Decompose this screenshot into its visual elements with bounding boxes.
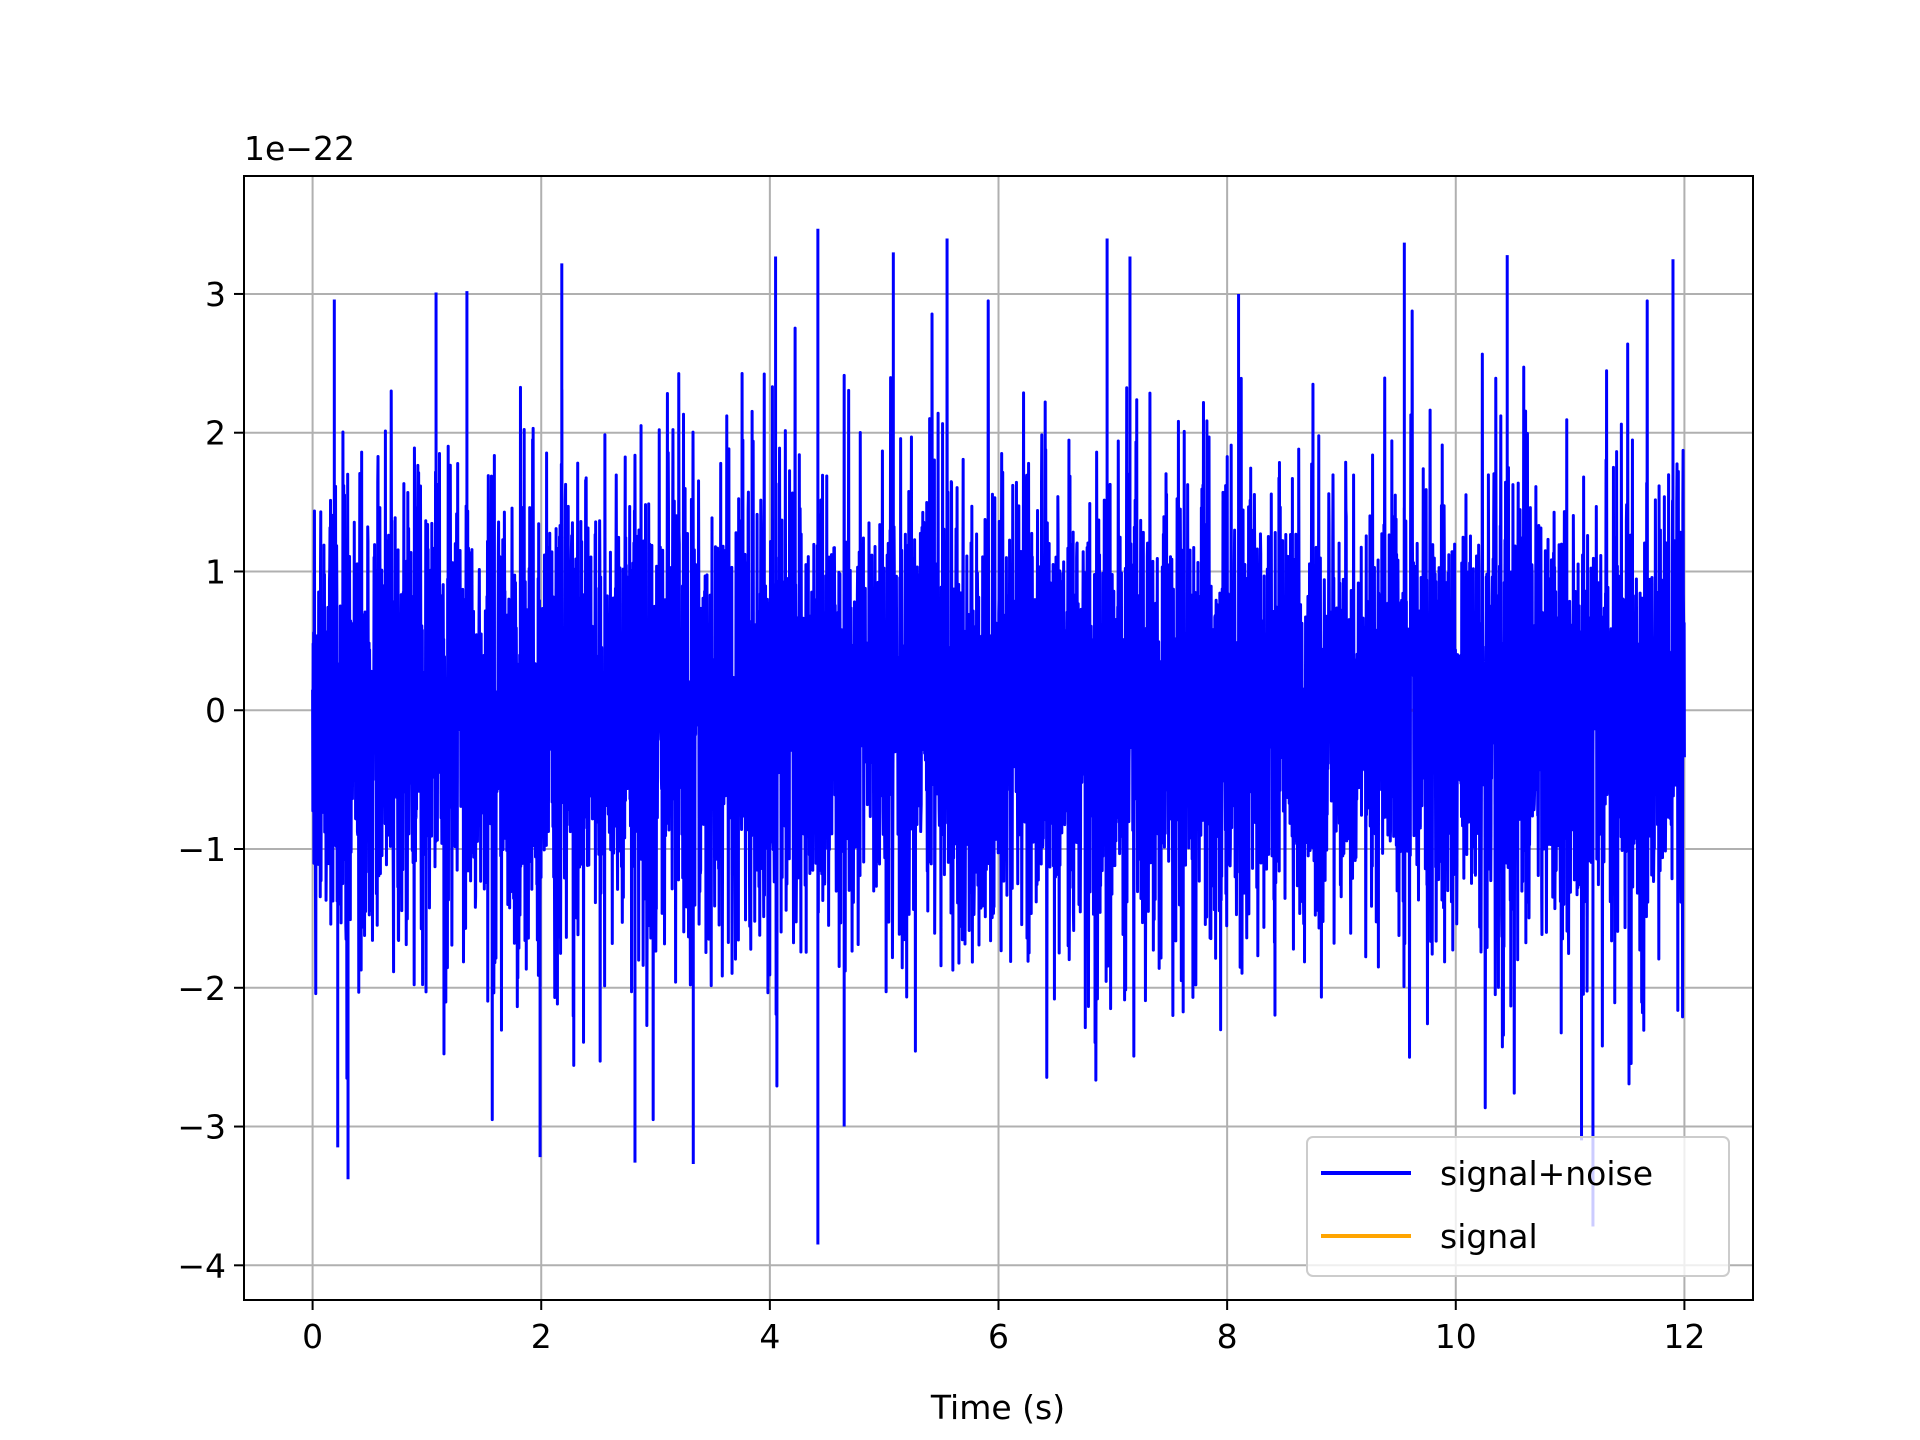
- x-axis: 0 2 4 6 8 10 12: [302, 1300, 1705, 1356]
- legend-label-signal: signal: [1440, 1217, 1538, 1256]
- x-tick-label: 10: [1435, 1317, 1477, 1356]
- y-tick-label: 1: [205, 552, 226, 591]
- x-tick-label: 8: [1217, 1317, 1238, 1356]
- y-tick-label: −3: [177, 1108, 226, 1147]
- x-tick-label: 0: [302, 1317, 323, 1356]
- x-axis-label: Time (s): [930, 1388, 1065, 1427]
- legend: signal+noise signal: [1306, 1136, 1730, 1277]
- y-tick-label: 2: [205, 414, 226, 453]
- series-signal-noise: [311, 228, 1686, 1245]
- x-tick-label: 2: [531, 1317, 552, 1356]
- y-tick-label: 3: [205, 275, 226, 314]
- y-tick-label: 0: [205, 691, 226, 730]
- y-offset-label: 1e−22: [244, 129, 355, 168]
- series-layer: [311, 228, 1686, 1245]
- y-tick-label: −2: [177, 969, 226, 1008]
- y-tick-label: −4: [177, 1246, 226, 1285]
- x-tick-label: 12: [1663, 1317, 1705, 1356]
- y-tick-label: −1: [177, 830, 226, 869]
- y-axis: −4 −3 −2 −1 0 1 2 3: [177, 275, 244, 1285]
- legend-label-signal-noise: signal+noise: [1440, 1154, 1653, 1193]
- series-line: [311, 228, 1686, 1245]
- x-tick-label: 4: [759, 1317, 780, 1356]
- x-tick-label: 6: [988, 1317, 1009, 1356]
- legend-box: [1306, 1136, 1730, 1277]
